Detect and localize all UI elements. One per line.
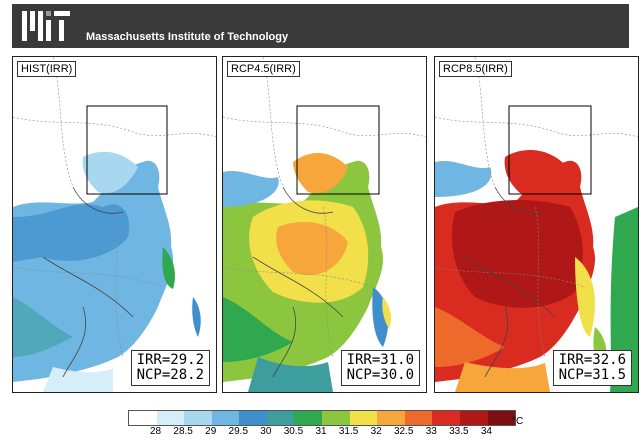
- legend-tick-label: 31.5: [338, 426, 359, 437]
- legend-swatch: [459, 411, 488, 425]
- irr-value: IRR=31.0: [346, 352, 414, 368]
- ncp-value: NCP=28.2: [136, 367, 204, 383]
- mit-logo-icon: [22, 11, 70, 41]
- temperature-map-hist: [13, 57, 216, 392]
- institution-name: Massachusetts Institute of Technology: [86, 31, 289, 43]
- legend-swatch: [487, 411, 516, 425]
- legend-swatch: [294, 411, 323, 425]
- temperature-map-rcp45: [223, 57, 426, 392]
- map-panel-rcp85: RCP8.5(IRR) IRR=32.6 NCP=31.5: [434, 56, 639, 393]
- legend-tick-label: 29.5: [228, 426, 249, 437]
- irr-value: IRR=29.2: [136, 352, 204, 368]
- legend-swatch: [377, 411, 405, 425]
- irr-value: IRR=32.6: [558, 352, 626, 368]
- legend-swatch: [129, 411, 157, 425]
- legend-tick-label: 29: [205, 426, 217, 437]
- panel-title-rcp45: RCP4.5(IRR): [227, 61, 300, 77]
- legend-tick-label: 32.5: [393, 426, 414, 437]
- ncp-value: NCP=30.0: [346, 367, 414, 383]
- legend-swatch: [266, 411, 295, 425]
- legend-tick-label: 30.5: [283, 426, 304, 437]
- legend-tick-label: 30: [260, 426, 272, 437]
- legend-tick-label: 31: [315, 426, 327, 437]
- temperature-map-rcp85: [435, 57, 638, 392]
- legend-tick-label: 33.5: [449, 426, 469, 437]
- legend-tick-label: 34: [480, 426, 492, 437]
- legend-swatch: [432, 411, 460, 425]
- legend-swatch: [322, 411, 350, 425]
- mit-header-bar: Massachusetts Institute of Technology: [12, 4, 629, 48]
- panel-stats-rcp45: IRR=31.0 NCP=30.0: [340, 350, 420, 386]
- legend-tick-label: 33: [425, 426, 437, 437]
- map-panel-rcp45: RCP4.5(IRR) IRR=31.0 NCP=30.0: [222, 56, 427, 393]
- legend-tick-label: 28: [150, 426, 162, 437]
- color-scale-ticks: 28 28.5 29 29.5 30 30.5 31 31.5 32 32.5 33 33.5 34: [128, 426, 514, 440]
- legend-tick-label: 32: [370, 426, 382, 437]
- ncp-value: NCP=31.5: [558, 367, 626, 383]
- panel-stats-rcp85: IRR=32.6 NCP=31.5: [552, 350, 632, 386]
- color-scale-legend: [128, 410, 516, 426]
- legend-swatch: [211, 411, 240, 425]
- legend-swatch: [184, 411, 212, 425]
- panel-stats-hist: IRR=29.2 NCP=28.2: [130, 350, 210, 386]
- legend-swatch: [156, 411, 185, 425]
- legend-swatch: [404, 411, 433, 425]
- legend-tick-label: 28.5: [173, 426, 193, 437]
- map-panel-hist: HIST(IRR) IRR=29.2 NCP=28.2: [12, 56, 217, 393]
- unit-label: °C: [512, 416, 524, 427]
- panel-title-rcp85: RCP8.5(IRR): [439, 61, 512, 77]
- legend-swatch: [239, 411, 267, 425]
- panel-title-hist: HIST(IRR): [17, 61, 77, 77]
- legend-swatch: [349, 411, 378, 425]
